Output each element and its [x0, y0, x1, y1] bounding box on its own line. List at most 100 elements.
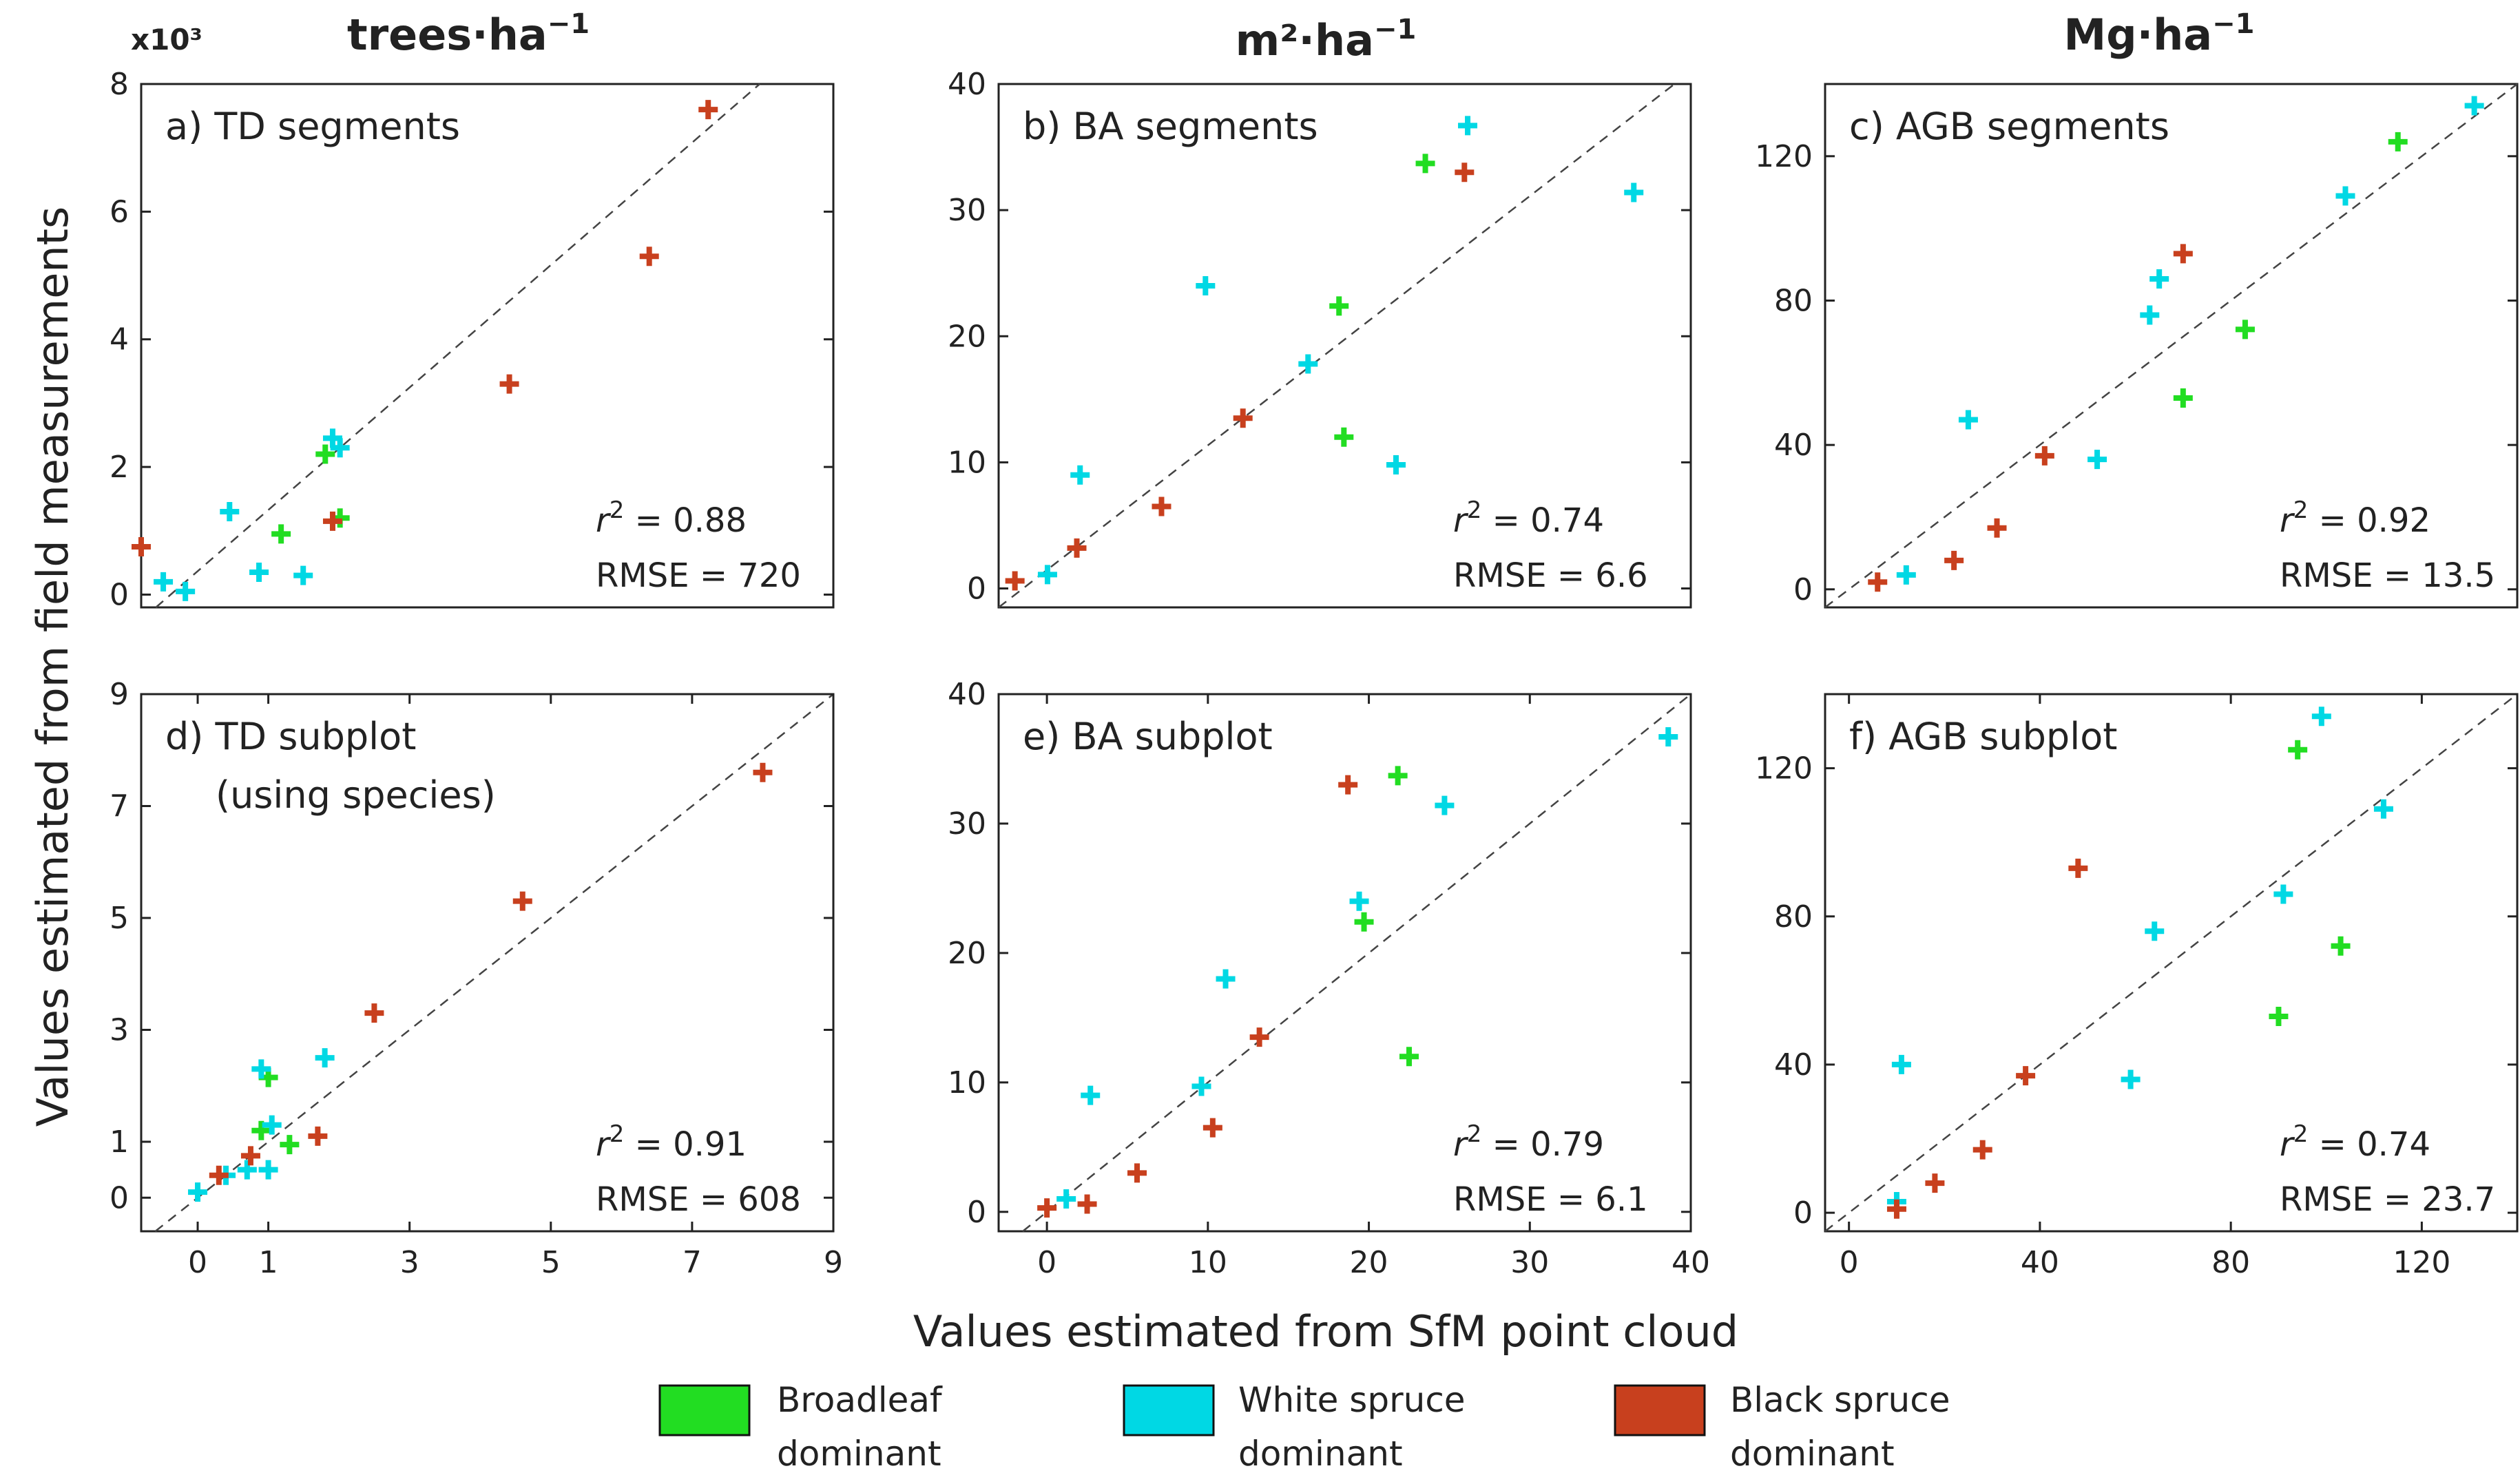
- r-squared-stat: r2 = 0.91: [596, 1120, 747, 1164]
- y-tick-label: 8: [110, 67, 129, 102]
- rmse-stat: RMSE = 6.1: [1453, 1180, 1648, 1219]
- data-point-black-spruce-dominant: [308, 1126, 328, 1146]
- y-tick-label: 6: [110, 194, 129, 229]
- x-tick-label: 40: [2021, 1245, 2059, 1280]
- data-point-white-spruce-dominant: [176, 581, 196, 601]
- y-tick-label: 0: [110, 1180, 129, 1215]
- panel-title: c) AGB segments: [1849, 105, 2169, 148]
- x-tick-label: 40: [1672, 1245, 1710, 1280]
- legend-swatch-white-spruce: [1123, 1384, 1215, 1436]
- data-point-white-spruce-dominant: [1891, 1054, 1911, 1074]
- rmse-stat: RMSE = 6.6: [1453, 556, 1648, 595]
- data-point-black-spruce-dominant: [1972, 1140, 1992, 1160]
- one-to-one-line: [1824, 83, 2518, 608]
- data-point-black-spruce-dominant: [2173, 244, 2193, 264]
- panel-f-agb-subplot: 0 40 80 120 0 40 80 120 f) AGB subplot r2 = 0.74 R…: [1755, 693, 2519, 1280]
- r-squared-value: = 0.91: [624, 1125, 747, 1164]
- y-tick-label: 40: [1774, 1047, 1813, 1083]
- data-point-black-spruce-dominant: [2068, 858, 2088, 878]
- data-point-white-spruce-dominant: [1386, 455, 1406, 475]
- data-point-black-spruce-dominant: [364, 1003, 384, 1023]
- y-tick-label: 40: [948, 67, 986, 102]
- column-header-ba: m²·ha−1: [1236, 14, 1417, 65]
- data-point-black-spruce-dominant: [132, 536, 151, 556]
- panel-title: e) BA subplot: [1023, 715, 1273, 758]
- y-tick-label: 120: [1755, 751, 1813, 786]
- y-tick-label: 80: [1774, 283, 1813, 318]
- data-point-white-spruce-dominant: [293, 565, 313, 585]
- r-squared-exponent: 2: [610, 497, 625, 524]
- one-to-one-line: [155, 83, 760, 608]
- y-tick-label: 7: [110, 789, 129, 824]
- y-tick-label: 30: [948, 193, 986, 228]
- data-point-black-spruce-dominant: [1249, 1027, 1269, 1047]
- data-point-white-spruce-dominant: [2335, 186, 2355, 206]
- x-tick-label: 0: [1037, 1245, 1056, 1280]
- r-squared-symbol: r: [2280, 1125, 2295, 1164]
- one-to-one-line: [1824, 693, 2518, 1232]
- data-point-white-spruce-dominant: [1435, 795, 1455, 815]
- data-point-broadleaf-dominant: [2288, 740, 2308, 760]
- r-squared-stat: r2 = 0.92: [2280, 497, 2430, 540]
- r-squared-symbol: r: [596, 1125, 612, 1164]
- data-point-black-spruce-dominant: [1037, 1198, 1057, 1218]
- y-tick-label: 120: [1755, 139, 1813, 174]
- data-point-black-spruce-dominant: [209, 1165, 229, 1185]
- data-point-broadleaf-dominant: [271, 524, 291, 544]
- r-squared-value: = 0.79: [1481, 1125, 1604, 1164]
- data-point-white-spruce-dominant: [330, 438, 350, 458]
- data-point-white-spruce-dominant: [1658, 727, 1678, 747]
- data-point-white-spruce-dominant: [220, 501, 240, 521]
- data-point-black-spruce-dominant: [1944, 550, 1964, 570]
- panel-b-ba-segments: 0 10 20 30 40 b) BA segments r2 = 0.74 RMSE = 6…: [948, 67, 1692, 609]
- data-point-black-spruce-dominant: [322, 511, 342, 531]
- data-point-white-spruce-dominant: [249, 563, 269, 583]
- y-tick-label: 5: [110, 901, 129, 936]
- y-tick-label: 40: [948, 677, 986, 712]
- data-point-black-spruce-dominant: [753, 762, 773, 782]
- data-point-white-spruce-dominant: [2087, 450, 2107, 470]
- panel-e-ba-subplot: 0 10 20 30 40 0 10 20 30 40 e) BA subplot r2 = 0.79…: [948, 677, 1710, 1280]
- y-tick-label: 0: [110, 577, 129, 612]
- exponent-label: x10³: [131, 23, 202, 56]
- panel-title: a) TD segments: [165, 105, 460, 148]
- x-tick-label: 7: [683, 1245, 702, 1280]
- data-point-broadleaf-dominant: [1415, 154, 1435, 174]
- x-tick-label: 30: [1510, 1245, 1549, 1280]
- y-axis-title: Values estimated from field measurements: [28, 207, 78, 1127]
- r-squared-symbol: r: [1453, 501, 1469, 540]
- y-tick-label: 2: [110, 450, 129, 485]
- one-to-one-line: [998, 83, 1676, 608]
- data-point-broadleaf-dominant: [2331, 936, 2351, 956]
- r-squared-exponent: 2: [1467, 497, 1482, 524]
- y-tick-label: 10: [948, 1065, 986, 1100]
- y-tick-label: 1: [110, 1125, 129, 1160]
- x-tick-label: 0: [188, 1245, 207, 1280]
- data-point-broadleaf-dominant: [251, 1120, 271, 1140]
- data-point-white-spruce-dominant: [2273, 884, 2293, 904]
- legend-label-white-spruce-line2: dominant: [1238, 1434, 1403, 1474]
- data-point-black-spruce-dominant: [1127, 1163, 1147, 1183]
- x-tick-label: 3: [400, 1245, 419, 1280]
- r-squared-value: = 0.74: [2308, 1125, 2430, 1164]
- data-point-white-spruce-dominant: [2373, 799, 2393, 819]
- r-squared-stat: r2 = 0.79: [1453, 1120, 1604, 1164]
- panel-title: f) AGB subplot: [1849, 715, 2117, 758]
- plot-frame: [1824, 693, 2519, 1233]
- y-tick-label: 0: [967, 1195, 986, 1230]
- y-tick-label: 40: [1774, 428, 1813, 463]
- data-point-white-spruce-dominant: [2145, 921, 2165, 941]
- data-point-broadleaf-dominant: [1334, 427, 1354, 447]
- y-tick-label: 20: [948, 936, 986, 971]
- r-squared-stat: r2 = 0.74: [2280, 1120, 2430, 1164]
- r-squared-stat: r2 = 0.88: [596, 497, 747, 540]
- data-point-black-spruce-dominant: [698, 100, 718, 120]
- x-tick-label: 5: [541, 1245, 561, 1280]
- legend-label-black-spruce-line1: Black spruce: [1730, 1380, 1950, 1420]
- y-tick-label: 0: [1793, 1195, 1813, 1231]
- data-point-white-spruce-dominant: [1216, 969, 1236, 989]
- data-point-white-spruce-dominant: [2121, 1069, 2141, 1089]
- r-squared-exponent: 2: [1467, 1120, 1482, 1148]
- data-point-black-spruce-dominant: [240, 1146, 260, 1166]
